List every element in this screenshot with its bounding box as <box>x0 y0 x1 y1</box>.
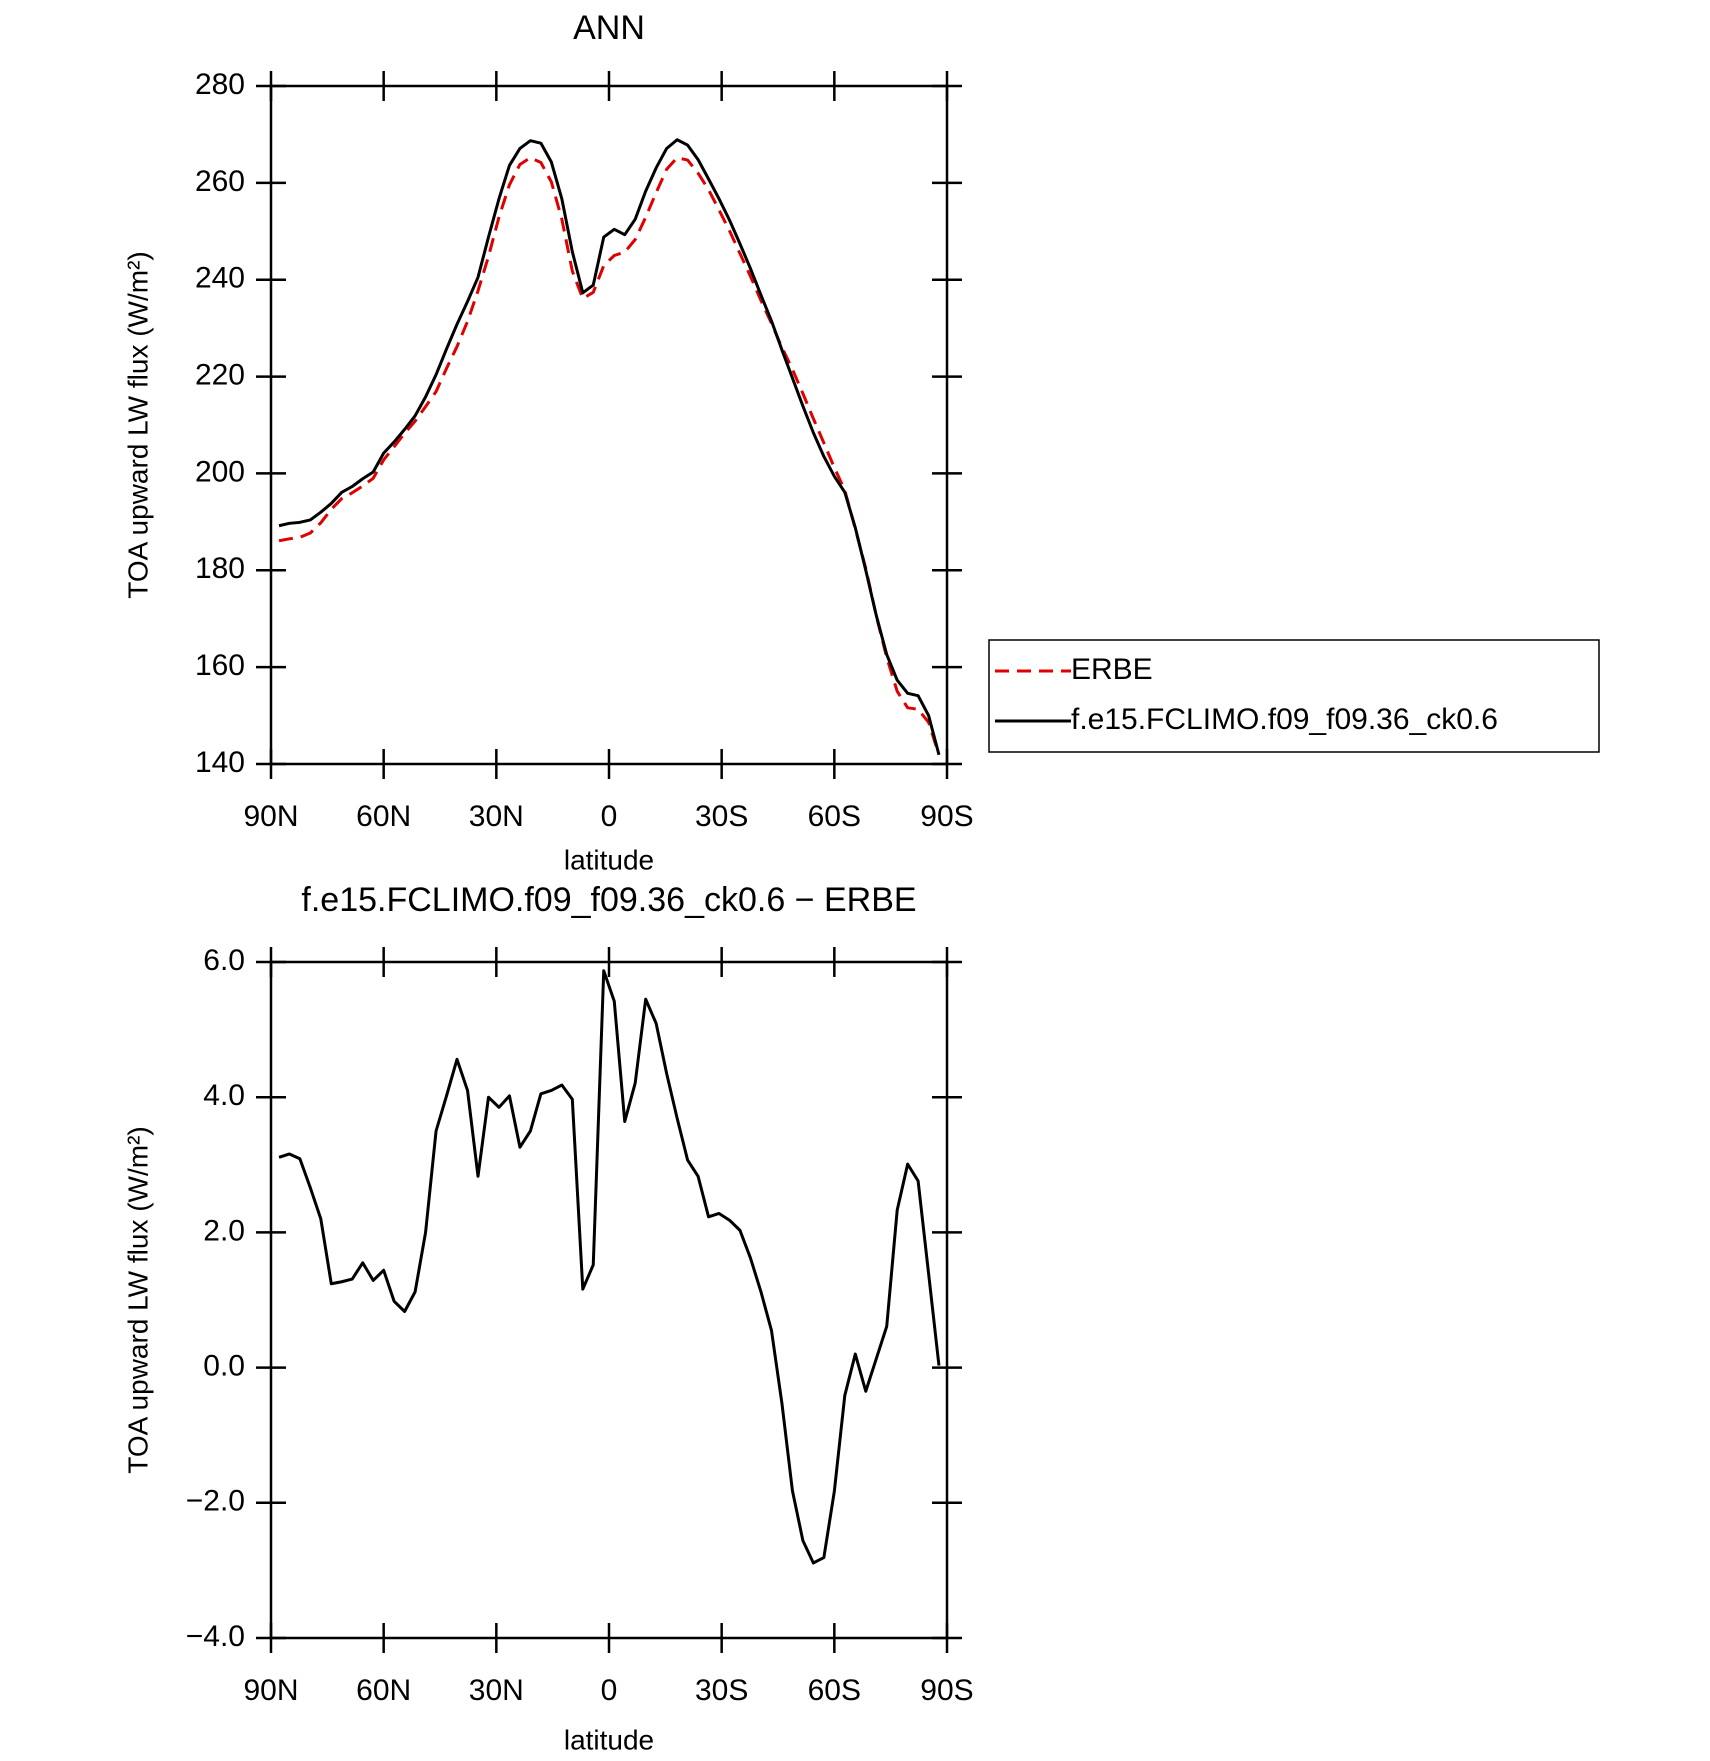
y-tick-label: 160 <box>195 649 245 682</box>
y-tick-label: −2.0 <box>186 1485 245 1518</box>
y-axis-label: TOA upward LW flux (W/m²) <box>122 1126 153 1473</box>
y-tick-label: 140 <box>195 746 245 779</box>
x-tick-label: 60S <box>808 1674 861 1707</box>
y-tick-label: 0.0 <box>203 1350 245 1383</box>
x-tick-label: 0 <box>601 800 618 833</box>
series-line <box>278 969 941 1565</box>
x-tick-label: 90S <box>920 800 973 833</box>
y-tick-label: 260 <box>195 165 245 198</box>
y-tick-label: 280 <box>195 68 245 101</box>
y-tick-label: 220 <box>195 358 245 391</box>
chart-title: f.e15.FCLIMO.f09_f09.36_ck0.6 − ERBE <box>301 881 916 919</box>
legend-label: ERBE <box>1071 653 1153 686</box>
x-tick-label: 90S <box>920 1674 973 1707</box>
y-tick-label: 2.0 <box>203 1214 245 1247</box>
series-line <box>278 156 941 756</box>
x-tick-label: 90N <box>243 800 298 833</box>
x-tick-label: 60N <box>356 800 411 833</box>
x-tick-label: 30S <box>695 800 748 833</box>
x-tick-label: 30N <box>469 800 524 833</box>
series-line <box>278 138 941 756</box>
x-tick-label: 90N <box>243 1674 298 1707</box>
y-tick-label: 240 <box>195 262 245 295</box>
x-tick-label: 30N <box>469 1674 524 1707</box>
y-tick-label: 180 <box>195 552 245 585</box>
y-tick-label: −4.0 <box>186 1620 245 1653</box>
y-tick-label: 4.0 <box>203 1079 245 1112</box>
plot-frame <box>269 84 949 766</box>
x-tick-label: 60S <box>808 800 861 833</box>
legend-label: f.e15.FCLIMO.f09_f09.36_ck0.6 <box>1071 703 1498 736</box>
y-tick-label: 200 <box>195 455 245 488</box>
y-tick-label: 6.0 <box>203 944 245 977</box>
x-tick-label: 60N <box>356 1674 411 1707</box>
y-axis-label: TOA upward LW flux (W/m²) <box>122 251 153 598</box>
x-tick-label: 30S <box>695 1674 748 1707</box>
chart-title: ANN <box>573 9 645 47</box>
x-axis-label: latitude <box>564 1724 654 1755</box>
plot-frame <box>269 960 949 1640</box>
legend-box <box>988 639 1600 753</box>
x-axis-label: latitude <box>564 844 654 875</box>
x-tick-label: 0 <box>601 1674 618 1707</box>
